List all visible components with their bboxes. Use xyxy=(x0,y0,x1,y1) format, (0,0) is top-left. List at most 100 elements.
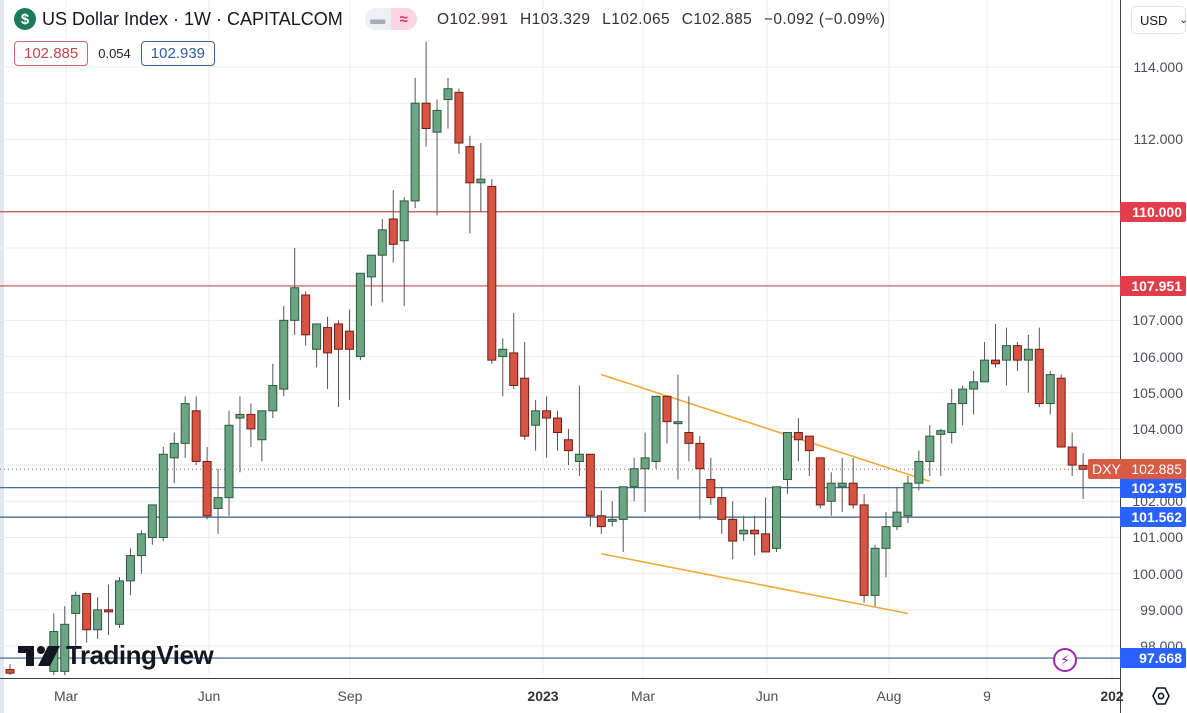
candle-body xyxy=(224,424,234,499)
buy-price-button[interactable]: 102.939 xyxy=(140,41,216,66)
candle-body xyxy=(793,432,803,441)
candle-body xyxy=(366,254,376,278)
candle-body xyxy=(498,348,508,358)
candle-body xyxy=(1067,446,1077,466)
candle-body xyxy=(629,468,639,488)
change-value: −0.092 (−0.09%) xyxy=(763,11,886,28)
lightning-icon[interactable]: ⚡ xyxy=(1053,648,1077,672)
time-axis-label: 202 xyxy=(1100,688,1124,704)
time-axis-label: Sep xyxy=(337,688,363,704)
price-level-tag: 101.562 xyxy=(1120,507,1186,528)
candle-body xyxy=(1001,345,1011,361)
candle-body xyxy=(925,435,935,462)
candle-body xyxy=(191,410,201,462)
candle-body xyxy=(772,486,781,549)
candle-body xyxy=(1023,348,1033,361)
candle-body xyxy=(991,359,1000,365)
candle-body xyxy=(706,479,716,499)
candle-body xyxy=(158,453,168,538)
candle-body xyxy=(93,609,103,631)
settings-hexagon-icon[interactable] xyxy=(1151,686,1171,706)
candle-body xyxy=(334,323,343,350)
price-axis-label: 106.000 xyxy=(1132,348,1183,365)
time-axis-label: 2023 xyxy=(527,688,559,704)
candle-body xyxy=(147,504,157,538)
candle-body xyxy=(651,395,661,462)
candle-body xyxy=(914,460,924,484)
candle-body xyxy=(607,518,617,522)
time-axis-divider xyxy=(0,678,1120,679)
candle-body xyxy=(881,526,891,549)
candle-body xyxy=(980,359,990,383)
candle-body xyxy=(377,229,387,256)
candle-body xyxy=(947,403,957,434)
high-value: H103.329 xyxy=(520,11,591,28)
low-value: L102.065 xyxy=(602,11,671,28)
candle-body xyxy=(180,403,190,444)
candle-body xyxy=(574,453,584,462)
candle-body xyxy=(301,294,311,336)
candle-body xyxy=(542,410,552,419)
series-toggle[interactable]: ▬ ≈ xyxy=(364,8,417,30)
candle-body xyxy=(958,388,968,405)
price-level-tag: 102.375 xyxy=(1120,477,1186,498)
candle-body xyxy=(837,482,847,488)
minus-icon[interactable]: ▬ xyxy=(370,10,386,28)
candle-body xyxy=(5,669,15,674)
candle-body xyxy=(476,178,486,184)
time-axis-label: Jun xyxy=(197,688,221,704)
candle-body xyxy=(717,497,727,520)
candle-body xyxy=(257,410,267,441)
last-price-tag: DXY 102.885 xyxy=(1088,459,1186,480)
candle-body xyxy=(673,421,683,425)
candle-body xyxy=(859,504,869,596)
time-axis-label: Aug xyxy=(876,688,902,704)
candle-body xyxy=(1012,345,1022,361)
price-axis-label: 107.000 xyxy=(1132,312,1183,329)
price-level-tag: 107.951 xyxy=(1120,275,1186,296)
candle-body xyxy=(279,319,289,390)
candle-body xyxy=(104,609,114,613)
ohlc-values: O102.991 H103.329 L102.065 C102.885 −0.0… xyxy=(437,11,892,29)
candle-body xyxy=(60,623,70,672)
candlestick-chart[interactable] xyxy=(0,0,1120,678)
symbol-tag-label: DXY xyxy=(1092,461,1121,478)
close-value: C102.885 xyxy=(681,11,753,28)
symbol-title[interactable]: US Dollar Index · 1W · CAPITALCOM xyxy=(42,8,343,29)
sell-price-button[interactable]: 102.885 xyxy=(14,41,89,66)
trendline xyxy=(601,373,931,483)
candle-body xyxy=(115,580,124,625)
candle-body xyxy=(82,593,92,631)
candle-body xyxy=(432,109,442,133)
candle-body xyxy=(487,185,497,361)
candle-body xyxy=(312,323,322,350)
approx-icon[interactable]: ≈ xyxy=(390,8,417,30)
candle-body xyxy=(136,533,146,557)
candle-body xyxy=(903,482,913,517)
candle-body xyxy=(804,435,814,452)
price-axis-label: 105.000 xyxy=(1132,384,1183,401)
time-axis-label: Mar xyxy=(53,688,79,704)
currency-selector[interactable]: USD ⌄ xyxy=(1131,6,1187,34)
currency-label: USD xyxy=(1140,12,1168,28)
candle-body xyxy=(596,515,606,528)
price-axis-label: 114.000 xyxy=(1133,59,1183,75)
tradingview-watermark: TradingView xyxy=(18,640,214,671)
candle-body xyxy=(728,518,738,542)
candle-body xyxy=(936,430,946,435)
candle-body xyxy=(618,486,628,520)
spread-value: 0.054 xyxy=(98,46,131,61)
time-axis-label: Jun xyxy=(755,688,779,704)
candle-body xyxy=(640,457,650,470)
candle-body xyxy=(969,381,979,390)
price-level-tag: 110.000 xyxy=(1120,201,1186,222)
candle-body xyxy=(509,352,519,386)
price-axis-label: 104.000 xyxy=(1132,420,1183,437)
candle-body xyxy=(563,439,573,452)
candle-body xyxy=(520,377,530,437)
price-axis-label: 112.000 xyxy=(1133,131,1183,148)
candle-body xyxy=(323,327,333,354)
price-axis-divider xyxy=(1120,0,1121,713)
candle-body xyxy=(410,102,420,202)
candle-body xyxy=(739,529,749,535)
